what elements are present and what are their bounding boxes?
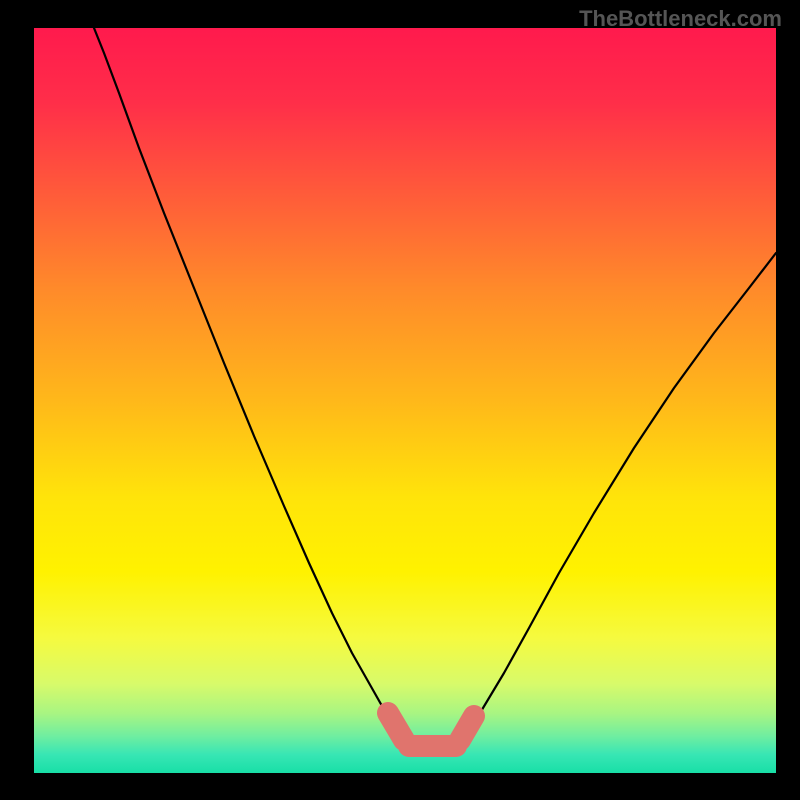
chart-svg <box>34 28 776 773</box>
chart-container <box>34 28 776 773</box>
marker-segment-2 <box>460 716 474 740</box>
watermark-text: TheBottleneck.com <box>579 6 782 32</box>
marker-segment-0 <box>388 713 404 740</box>
plot-area <box>34 28 776 773</box>
